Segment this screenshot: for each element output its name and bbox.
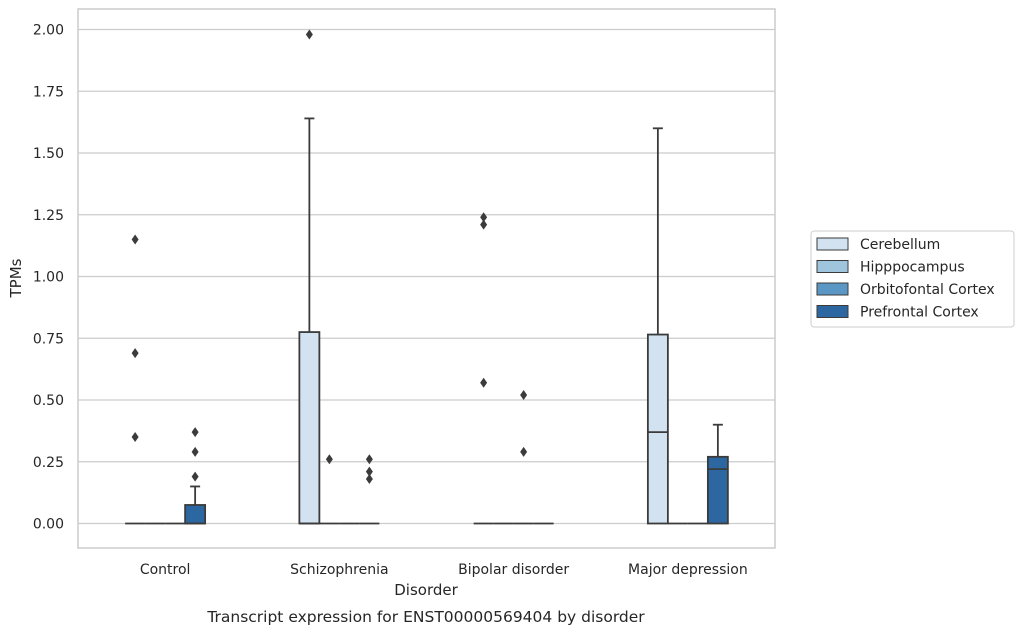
box-1-1: [319, 454, 340, 525]
boxplot-marks: [125, 29, 729, 525]
x-tick-label: Control: [140, 562, 191, 578]
x-axis-label: Disorder: [394, 581, 458, 599]
plot-frame: [77, 8, 776, 549]
legend-label: Hipppocampus: [860, 260, 965, 276]
outlier-point: [365, 466, 373, 477]
box-body: [706, 455, 729, 525]
box-3-0: [646, 127, 669, 525]
legend-label: Orbitofontal Cortex: [860, 282, 995, 298]
outlier-point: [480, 377, 488, 388]
y-tick-label: 1.75: [33, 84, 64, 100]
outlier-point: [520, 446, 528, 457]
outlier-point: [520, 390, 528, 401]
chart-caption: Transcript expression for ENST0000056940…: [206, 608, 645, 626]
outlier-point: [480, 212, 488, 223]
outlier-point: [365, 474, 373, 485]
box-0-3: [184, 427, 207, 525]
outlier-point: [191, 471, 199, 482]
y-tick-label: 1.50: [33, 146, 64, 162]
x-tick-label: Schizophrenia: [290, 562, 388, 578]
y-tick-label: 0.25: [33, 455, 64, 471]
outlier-point: [325, 454, 333, 465]
outlier-point: [131, 234, 139, 245]
box-2-0: [473, 212, 494, 525]
x-tick-label: Major depression: [628, 562, 748, 578]
box-body: [184, 504, 207, 525]
legend-swatch: [816, 282, 849, 296]
box-body: [298, 331, 321, 525]
box-3-3: [706, 423, 729, 525]
legend-label: Cerebellum: [860, 237, 940, 253]
legend-swatch: [816, 237, 849, 251]
legend: Cerebellum Hipppocampus Orbitofontal Corte…: [810, 230, 1015, 328]
legend-label: Prefrontal Cortex: [860, 305, 979, 321]
box-1-3: [359, 454, 380, 525]
outlier-point: [191, 427, 199, 438]
outlier-point: [131, 348, 139, 359]
y-tick-label: 1.00: [33, 270, 64, 286]
outlier-point: [191, 446, 199, 457]
y-tick-label: 0.50: [33, 393, 64, 409]
y-tick-label: 0.00: [33, 517, 64, 533]
grid-lines: [78, 28, 775, 525]
legend-swatch: [816, 305, 849, 318]
box-0-0: [125, 234, 146, 525]
y-tick-label: 1.25: [33, 208, 64, 224]
y-tick-label: 0.75: [33, 331, 64, 347]
box-2-2: [513, 390, 534, 525]
y-tick-label: 2.00: [33, 23, 64, 39]
x-tick-label: Bipolar disorder: [458, 562, 569, 578]
x-axis-ticks: Control Schizophrenia Bipolar disorder Majo…: [140, 562, 748, 578]
outlier-point: [305, 29, 313, 40]
legend-frame: [810, 230, 1015, 328]
y-axis-label: TPMs: [7, 258, 25, 298]
outlier-point: [480, 219, 488, 230]
box-body: [646, 333, 669, 525]
box-1-0: [298, 29, 321, 525]
outlier-point: [131, 432, 139, 443]
outlier-point: [365, 454, 373, 465]
legend-swatch: [816, 260, 849, 273]
y-axis-ticks: 0.00 0.25 0.50 0.75 1.00 1.25 1.50 1.75 2.00: [33, 23, 64, 533]
